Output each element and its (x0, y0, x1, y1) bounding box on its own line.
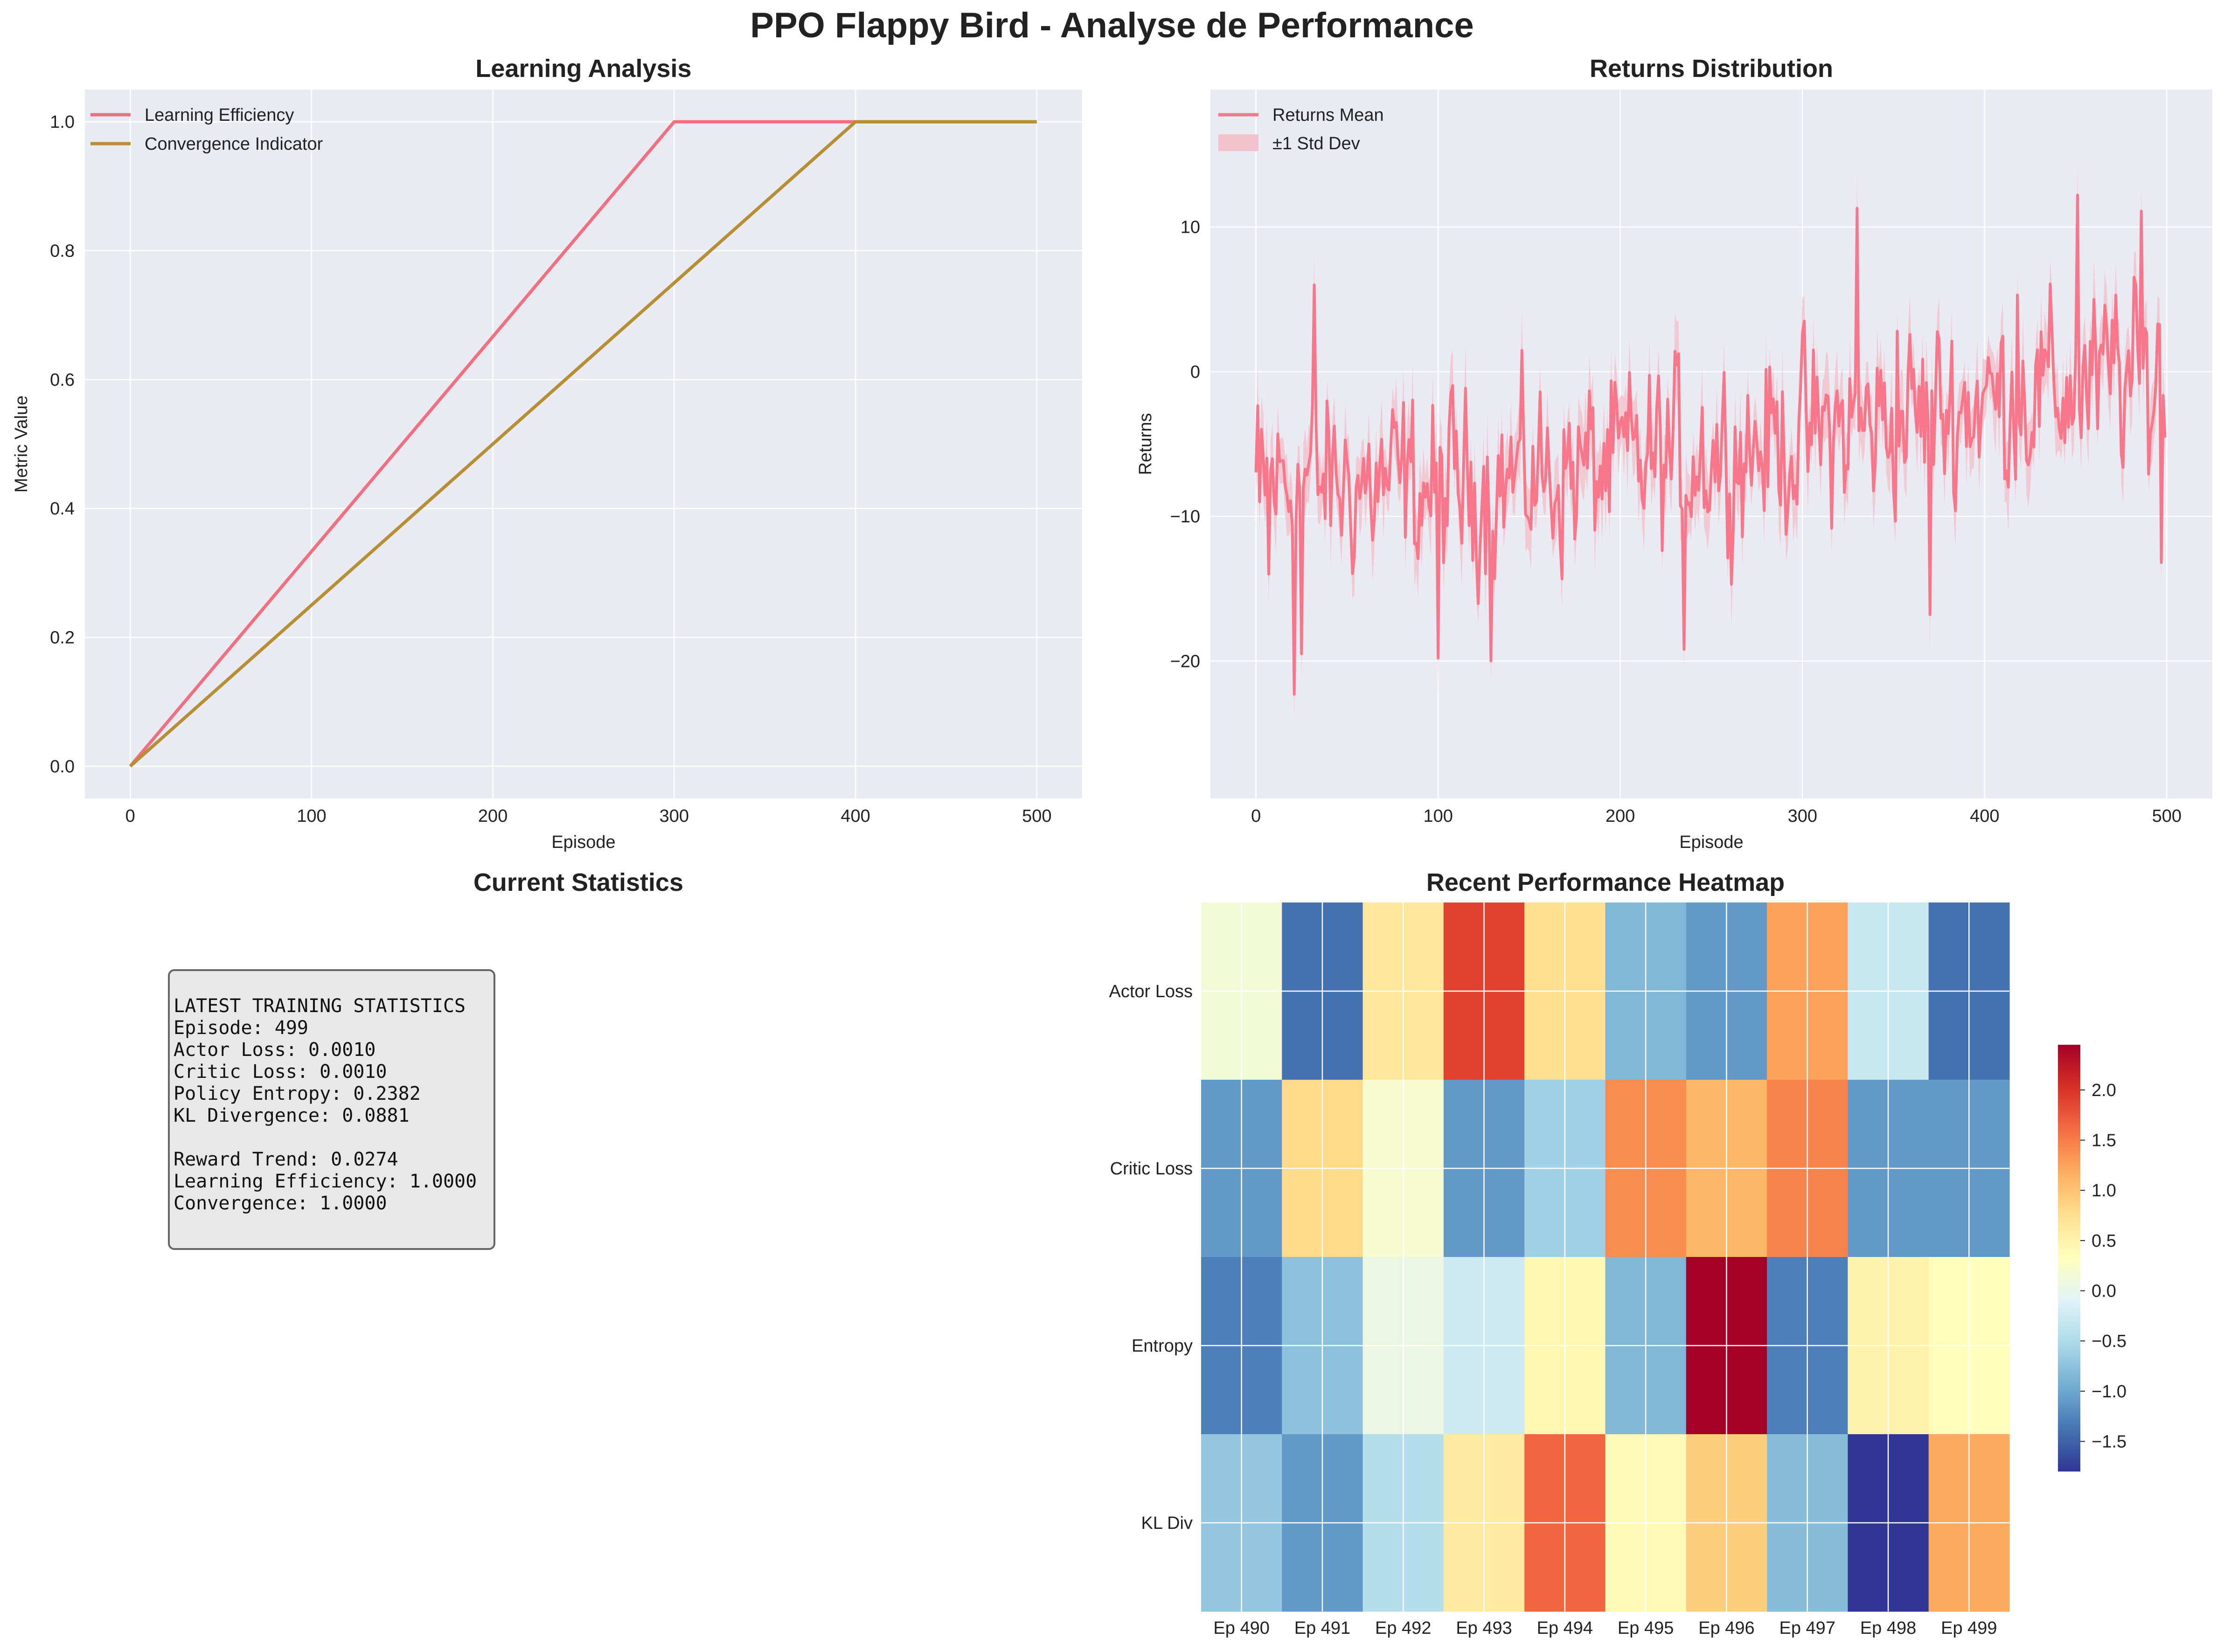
returns-mean-polyline (1254, 194, 2167, 696)
learning-ticks: 0 100 200 300 400 500 0.0 0.2 0.4 0.6 0.8 1.0 (50, 112, 1051, 826)
stats-line: Episode: 499 (174, 1017, 308, 1039)
stats-box (168, 969, 495, 1250)
learning-legend: Learning Efficiency Convergence Indicator (90, 105, 323, 154)
learning-plot-area (85, 90, 1082, 798)
returns-xtick-label: 100 (1423, 806, 1453, 826)
heatmap-col-label: Ep 499 (1941, 1618, 1997, 1638)
returns-xlabel: Episode (1679, 833, 1743, 852)
learning-title: Learning Analysis (475, 55, 691, 83)
returns-ticks: 0 100 200 300 400 500 −20 −10 0 10 (1170, 218, 2182, 826)
learning-series-1 (129, 120, 1037, 768)
learning-ytick-label: 0.8 (50, 241, 75, 261)
returns-ytick-label: −10 (1170, 507, 1200, 527)
figure-title: PPO Flappy Bird - Analyse de Performance (750, 6, 1473, 45)
stats-line: Learning Efficiency: 1.0000 (174, 1171, 477, 1192)
heatmap-col-label: Ep 490 (1213, 1618, 1269, 1638)
learning-panel: 0 100 200 300 400 500 0.0 0.2 0.4 0.6 0.8 1.0 Learn… (12, 55, 1082, 852)
stats-line: Reward Trend: 0.0274 (174, 1149, 398, 1170)
colorbar-tick-label: 2.0 (2092, 1081, 2116, 1100)
colorbar-tick-label: 1.5 (2092, 1131, 2116, 1151)
heatmap-col-label: Ep 497 (1779, 1618, 1835, 1638)
returns-legend: Returns Mean ±1 Std Dev (1218, 105, 1384, 153)
colorbar: 2.0 1.5 1.0 0.5 0.0 −0.5 −1.0 −1.5 (2058, 1045, 2127, 1472)
learning-lines (129, 120, 1037, 768)
learning-xlabel: Episode (551, 833, 615, 852)
stats-line: Actor Loss: 0.0010 (174, 1039, 375, 1061)
learning-grid (85, 90, 1082, 798)
heatmap-col-label: Ep 491 (1294, 1618, 1350, 1638)
learning-ylabel: Metric Value (12, 396, 31, 493)
returns-ylabel: Returns (1136, 413, 1155, 475)
returns-xtick-label: 200 (1605, 806, 1635, 826)
learning-legend-label-0: Learning Efficiency (145, 105, 294, 125)
learning-xtick-label: 100 (297, 806, 326, 826)
heatmap-labels: Ep 490 Ep 491 Ep 492 Ep 493 Ep 494 Ep 495 Ep 4… (1109, 982, 1997, 1638)
heatmap-col-label: Ep 495 (1618, 1618, 1674, 1638)
returns-legend-swatch-1 (1218, 134, 1258, 151)
learning-ytick-label: 0.2 (50, 628, 75, 648)
heatmap-col-label: Ep 492 (1375, 1618, 1431, 1638)
learning-xtick-label: 500 (1022, 806, 1051, 826)
heatmap-grid (1201, 902, 2009, 1611)
learning-xtick-label: 400 (841, 806, 870, 826)
colorbar-tick-label: −0.5 (2092, 1332, 2127, 1351)
returns-panel: 0 100 200 300 400 500 −20 −10 0 10 Returns Mean ±1… (1136, 55, 2212, 852)
returns-title: Returns Distribution (1590, 55, 1833, 83)
returns-xtick-label: 500 (2152, 806, 2182, 826)
stats-line: KL Divergence: 0.0881 (174, 1105, 410, 1126)
colorbar-tick-label: −1.5 (2092, 1432, 2127, 1451)
colorbar-tick-label: 0.0 (2092, 1281, 2116, 1301)
heatmap-row-label: KL Div (1141, 1513, 1193, 1533)
heatmap-col-label: Ep 493 (1456, 1618, 1512, 1638)
returns-xtick-label: 300 (1788, 806, 1817, 826)
colorbar-bar (2058, 1045, 2080, 1472)
heatmap-row-label: Actor Loss (1109, 982, 1193, 1001)
learning-legend-label-1: Convergence Indicator (145, 134, 323, 154)
heatmap-panel: Recent Performance Heatmap Ep 490 Ep 491 E… (1109, 868, 2127, 1638)
heatmap-row-label: Entropy (1132, 1336, 1193, 1356)
heatmap-col-label: Ep 494 (1537, 1618, 1593, 1638)
learning-xtick-label: 300 (660, 806, 689, 826)
returns-xtick-label: 400 (1970, 806, 1999, 826)
stats-line: Convergence: 1.0000 (174, 1193, 387, 1214)
returns-xtick-label: 0 (1251, 806, 1261, 826)
returns-legend-label-0: Returns Mean (1272, 105, 1384, 125)
returns-ytick-label: 0 (1190, 362, 1200, 382)
stats-panel: Current Statistics LATEST TRAINING STATI… (168, 868, 683, 1250)
returns-legend-label-1: ±1 Std Dev (1272, 134, 1360, 153)
heatmap-title: Recent Performance Heatmap (1426, 868, 1785, 896)
learning-ytick-label: 0.4 (50, 499, 75, 519)
returns-ytick-label: 10 (1181, 218, 1200, 237)
stats-title: Current Statistics (473, 868, 683, 896)
learning-ytick-label: 0.6 (50, 370, 75, 390)
heatmap-col-label: Ep 498 (1860, 1618, 1916, 1638)
learning-ytick-label: 1.0 (50, 112, 75, 132)
returns-ytick-label: −20 (1170, 652, 1200, 671)
colorbar-tick-label: 1.0 (2092, 1181, 2116, 1201)
stats-line: Critic Loss: 0.0010 (174, 1061, 387, 1083)
stats-line: Policy Entropy: 0.2382 (174, 1083, 421, 1104)
heatmap-col-label: Ep 496 (1698, 1618, 1754, 1638)
learning-xtick-label: 0 (125, 806, 135, 826)
returns-mean-line (1254, 194, 2167, 696)
learning-ytick-label: 0.0 (50, 757, 75, 777)
heatmap-row-label: Critic Loss (1110, 1159, 1193, 1179)
stats-line: LATEST TRAINING STATISTICS (174, 995, 466, 1017)
learning-xtick-label: 200 (478, 806, 507, 826)
colorbar-tick-label: −1.0 (2092, 1382, 2127, 1402)
colorbar-tick-label: 0.5 (2092, 1231, 2116, 1251)
